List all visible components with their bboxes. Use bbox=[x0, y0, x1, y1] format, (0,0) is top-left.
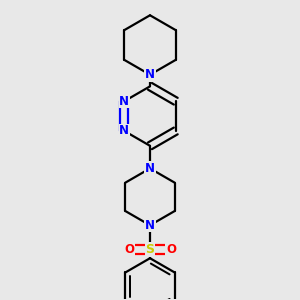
Text: N: N bbox=[119, 124, 129, 137]
Text: S: S bbox=[146, 243, 154, 256]
Text: N: N bbox=[145, 68, 155, 81]
Text: O: O bbox=[124, 243, 134, 256]
Text: N: N bbox=[145, 162, 155, 175]
Text: O: O bbox=[166, 243, 176, 256]
Text: N: N bbox=[119, 95, 129, 108]
Text: N: N bbox=[145, 219, 155, 232]
